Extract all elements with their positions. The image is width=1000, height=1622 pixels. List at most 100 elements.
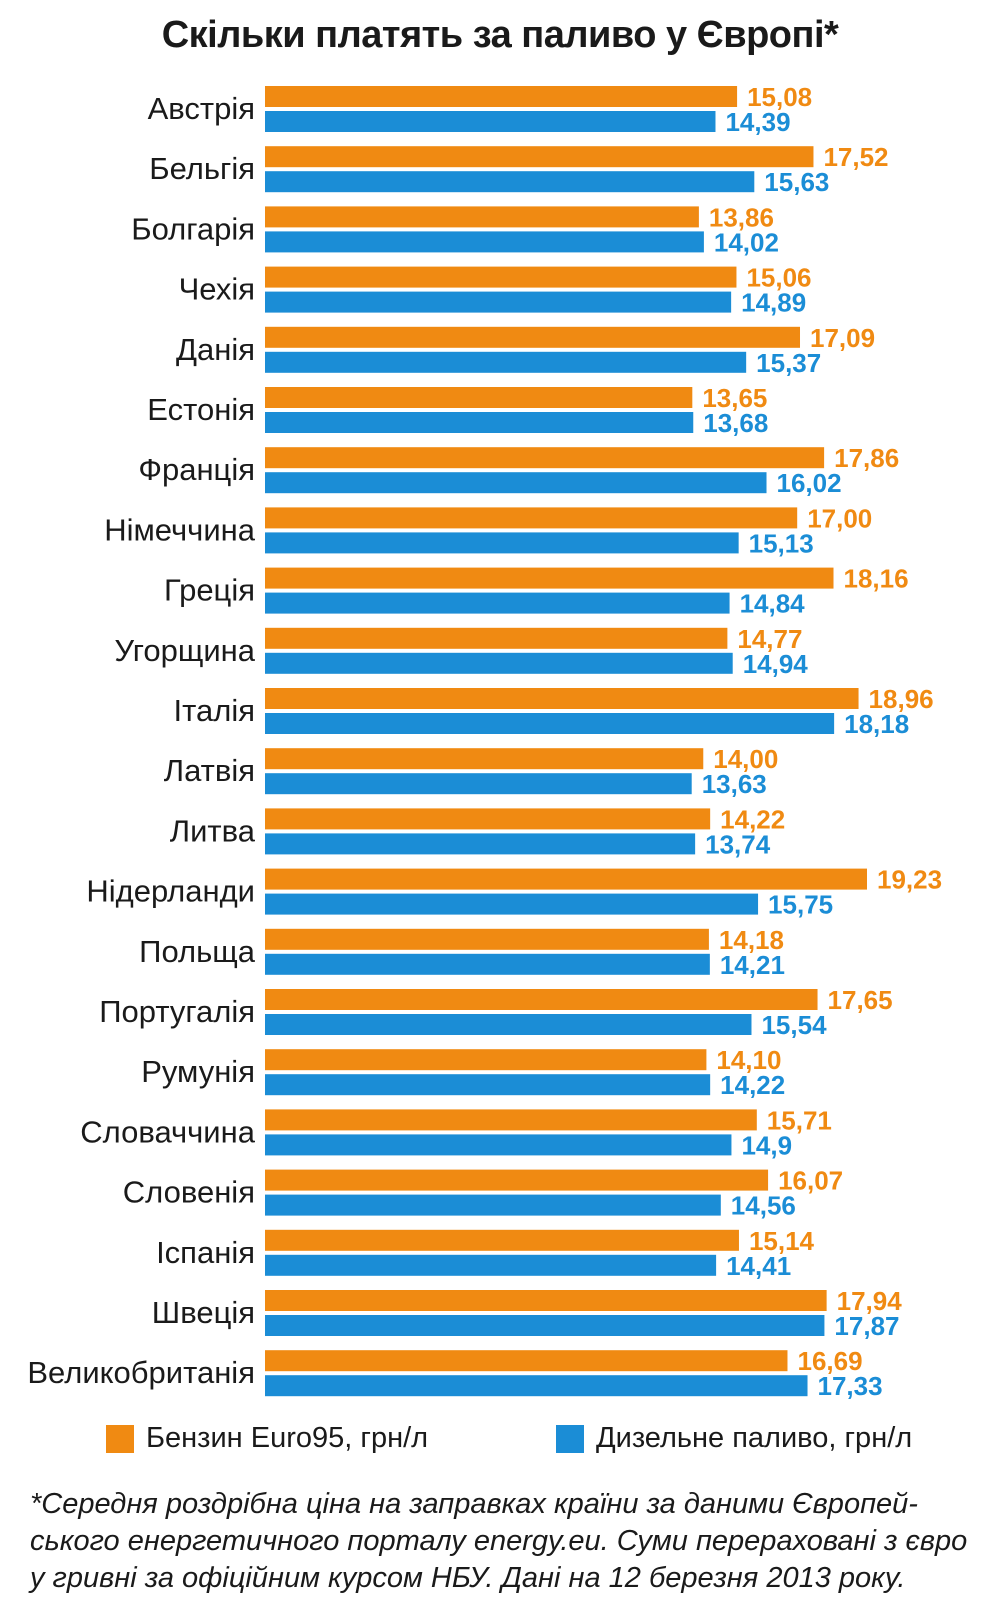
data-label-petrol: 17,94 xyxy=(837,1286,903,1316)
data-label-petrol: 15,14 xyxy=(749,1226,815,1256)
data-label-diesel: 14,56 xyxy=(731,1191,796,1221)
bar-petrol xyxy=(265,748,704,770)
bar-petrol xyxy=(265,507,798,529)
bar-petrol xyxy=(265,206,699,228)
bar-petrol xyxy=(265,266,737,288)
bar-petrol xyxy=(265,387,693,408)
bar-diesel xyxy=(265,1315,825,1336)
data-label-diesel: 13,63 xyxy=(702,769,767,799)
bar-diesel xyxy=(265,1134,732,1156)
category-label: Німеччина xyxy=(104,512,256,547)
bar-diesel xyxy=(265,291,732,313)
category-label: Греція xyxy=(164,573,255,608)
data-label-diesel: 17,33 xyxy=(818,1371,883,1401)
data-label-petrol: 17,00 xyxy=(807,503,872,533)
category-label: Франція xyxy=(138,452,255,487)
data-label-diesel: 14,39 xyxy=(725,107,790,137)
data-label-diesel: 15,63 xyxy=(764,167,829,197)
data-label-petrol: 13,86 xyxy=(709,202,774,232)
bar-petrol xyxy=(265,808,711,830)
data-label-petrol: 17,65 xyxy=(828,985,893,1015)
bar-petrol xyxy=(265,447,825,469)
bar-petrol xyxy=(265,326,801,348)
category-label: Іспанія xyxy=(156,1235,255,1270)
data-label-petrol: 19,23 xyxy=(877,865,942,895)
data-label-diesel: 14,22 xyxy=(720,1070,785,1100)
legend-swatch-diesel xyxy=(556,1424,584,1453)
bar-diesel xyxy=(265,171,755,193)
bar-diesel xyxy=(265,713,835,734)
data-label-diesel: 14,02 xyxy=(714,227,779,257)
bar-petrol xyxy=(265,928,709,950)
data-label-diesel: 15,37 xyxy=(756,348,821,378)
data-label-petrol: 14,10 xyxy=(716,1045,781,1075)
bar-diesel xyxy=(265,833,696,855)
category-label: Угорщина xyxy=(114,633,255,668)
category-label: Польща xyxy=(139,934,256,969)
bar-diesel xyxy=(265,532,739,554)
category-label: Румунія xyxy=(141,1054,255,1089)
category-label: Словаччина xyxy=(80,1114,255,1149)
data-label-diesel: 14,94 xyxy=(743,649,809,679)
category-label: Бельгія xyxy=(149,151,255,186)
data-label-petrol: 17,09 xyxy=(810,323,875,353)
data-label-diesel: 15,54 xyxy=(761,1010,827,1040)
bar-petrol xyxy=(265,1109,757,1131)
category-label: Швеція xyxy=(152,1295,255,1330)
bar-diesel xyxy=(265,111,716,132)
data-label-diesel: 14,41 xyxy=(726,1251,791,1281)
bar-petrol xyxy=(265,86,738,107)
bar-petrol xyxy=(265,989,818,1010)
bar-petrol xyxy=(265,1229,739,1251)
bar-diesel xyxy=(265,1014,752,1035)
chart-title: Скільки платять за паливо у Європі* xyxy=(161,14,839,56)
data-label-diesel: 15,75 xyxy=(768,890,833,920)
category-label: Австрія xyxy=(148,91,255,126)
footnote: *Середня роздрібна ціна на заправках кра… xyxy=(30,1486,980,1597)
bar-diesel xyxy=(265,1375,808,1397)
bar-diesel xyxy=(265,953,710,975)
bar-diesel xyxy=(265,351,747,373)
legend-swatch-petrol xyxy=(106,1424,134,1453)
legend-label-petrol: Бензин Euro95, грн/л xyxy=(146,1422,429,1454)
bar-diesel xyxy=(265,231,704,253)
data-label-diesel: 14,9 xyxy=(741,1130,792,1160)
bar-diesel xyxy=(265,1194,721,1216)
data-label-diesel: 14,84 xyxy=(740,589,806,619)
category-label: Нідерланди xyxy=(86,874,255,909)
data-label-diesel: 16,02 xyxy=(777,468,842,498)
category-label: Литва xyxy=(170,813,256,848)
bar-diesel xyxy=(265,1254,717,1276)
category-label: Естонія xyxy=(147,392,255,427)
footnote-line: ського енергетичного порталу energy.eu. … xyxy=(30,1525,968,1557)
bar-petrol xyxy=(265,1169,769,1191)
bar-diesel xyxy=(265,893,759,915)
data-label-petrol: 16,69 xyxy=(797,1346,862,1376)
bar-petrol xyxy=(265,146,814,168)
category-label: Данія xyxy=(176,332,255,367)
bar-diesel xyxy=(265,652,733,674)
bar-petrol xyxy=(265,1290,827,1311)
data-label-diesel: 15,13 xyxy=(749,528,814,558)
bar-diesel xyxy=(265,773,692,795)
data-label-petrol: 14,77 xyxy=(737,624,802,654)
bar-diesel xyxy=(265,592,730,614)
category-label: Латвія xyxy=(164,753,255,788)
category-label: Чехія xyxy=(179,272,255,307)
bar-petrol xyxy=(265,688,859,709)
category-label: Великобританія xyxy=(27,1355,255,1390)
category-label: Італія xyxy=(174,693,255,728)
bar-diesel xyxy=(265,412,694,433)
data-label-petrol: 18,96 xyxy=(869,684,934,714)
footnote-line: у гривні за офіційним курсом НБУ. Дані н… xyxy=(30,1562,906,1594)
data-label-diesel: 18,18 xyxy=(844,709,909,739)
data-label-diesel: 13,74 xyxy=(705,829,771,859)
bar-petrol xyxy=(265,1049,707,1071)
category-label: Португалія xyxy=(99,994,255,1029)
bar-diesel xyxy=(265,472,767,494)
data-label-petrol: 13,65 xyxy=(702,383,767,413)
data-label-petrol: 14,00 xyxy=(713,744,778,774)
bar-petrol xyxy=(265,868,867,890)
data-label-diesel: 14,21 xyxy=(720,950,785,980)
